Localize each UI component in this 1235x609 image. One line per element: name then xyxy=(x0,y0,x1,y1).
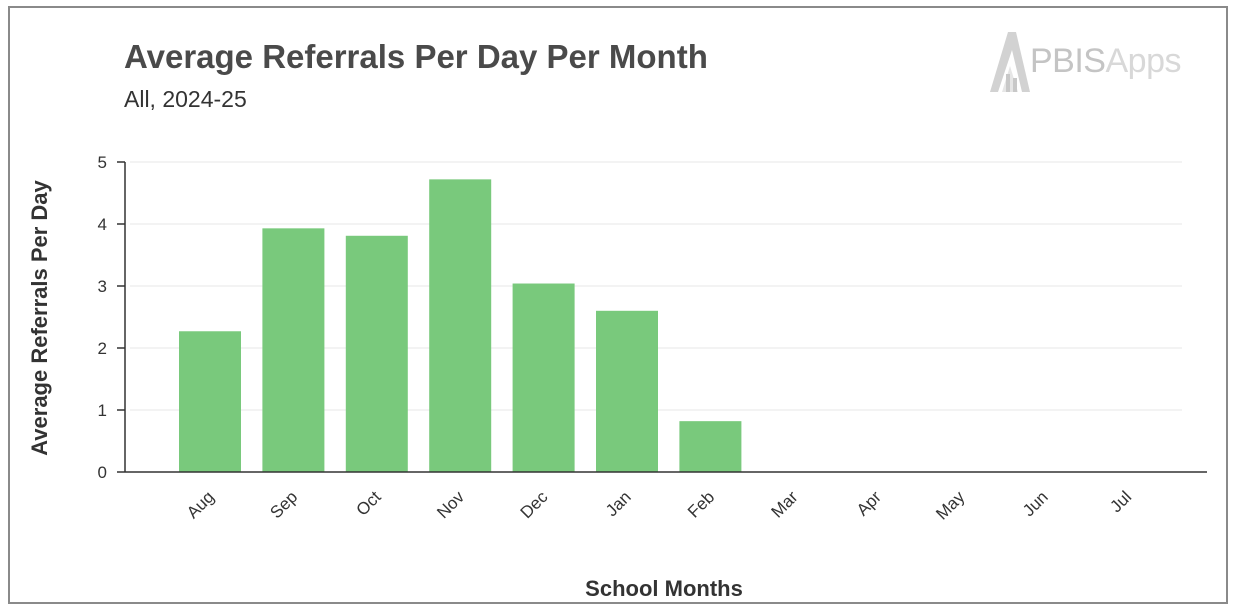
y-tick-label: 3 xyxy=(98,277,107,296)
axes xyxy=(124,162,1207,473)
bar-aug xyxy=(179,331,241,472)
x-tick-label: Dec xyxy=(517,487,552,522)
x-tick-label: Feb xyxy=(684,487,718,521)
y-ticks: 0 1 2 3 4 5 xyxy=(98,153,125,482)
x-ticks: Aug Sep Oct Nov Dec Jan Feb Mar Apr May Jun Jul xyxy=(183,487,1135,524)
bar-sep xyxy=(262,228,325,472)
y-tick-label: 4 xyxy=(98,215,107,234)
bar-oct xyxy=(345,235,408,472)
y-tick-label: 5 xyxy=(98,153,107,172)
x-tick-label: Jul xyxy=(1106,487,1135,516)
x-axis-label: School Months xyxy=(585,576,743,601)
x-tick-label: Nov xyxy=(433,487,468,522)
pbisapps-logo-icon xyxy=(990,32,1030,92)
x-tick-label: Mar xyxy=(767,487,801,521)
chart-title: Average Referrals Per Day Per Month xyxy=(124,38,708,75)
x-tick-label: Sep xyxy=(266,487,301,522)
pbisapps-logo-text: PBISApps xyxy=(1030,42,1181,81)
x-tick-label: Aug xyxy=(183,487,218,522)
bar-jan xyxy=(596,310,658,472)
y-tick-label: 0 xyxy=(98,463,107,482)
x-tick-label: Jun xyxy=(1019,487,1052,520)
logo-brand-strong: PBIS xyxy=(1030,42,1106,80)
chart-frame xyxy=(8,6,1228,604)
chart-subtitle: All, 2024-25 xyxy=(124,86,247,112)
y-tick-label: 1 xyxy=(98,401,107,420)
pbisapps-logo: PBISApps xyxy=(980,26,1230,96)
x-tick-label: Jan xyxy=(602,487,635,520)
bars xyxy=(179,179,742,473)
x-tick-label: Apr xyxy=(853,487,885,519)
bar-nov xyxy=(429,179,492,473)
bar-feb xyxy=(679,421,742,472)
x-tick-label: Oct xyxy=(352,487,384,519)
x-tick-label: May xyxy=(932,487,968,523)
y-tick-label: 2 xyxy=(98,339,107,358)
bar-dec xyxy=(512,283,575,472)
logo-brand-light: Apps xyxy=(1105,42,1181,80)
